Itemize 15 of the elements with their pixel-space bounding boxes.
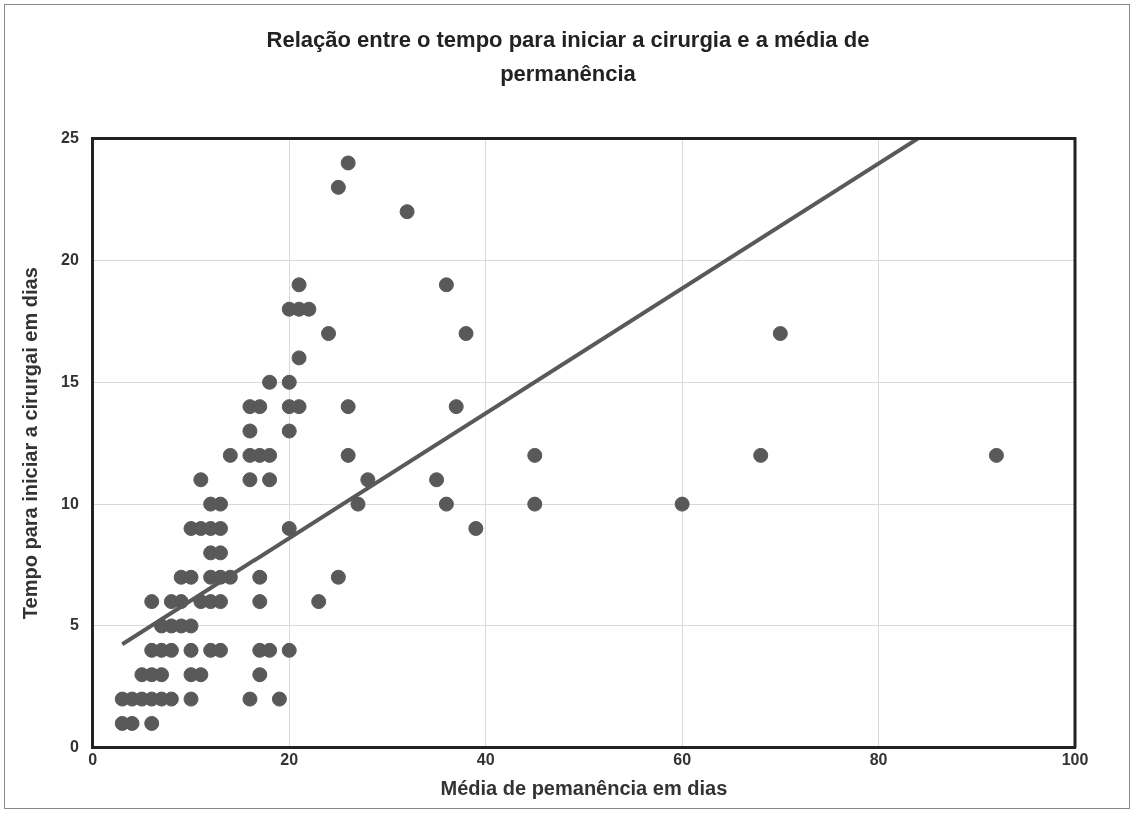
- x-tick-label: 100: [1061, 750, 1089, 768]
- y-tick-label: 5: [69, 616, 79, 634]
- y-tick-label: 25: [61, 129, 79, 147]
- y-tick-label: 10: [61, 494, 79, 512]
- chart-title: Relação entre o tempo para iniciar a cirurgia e a média de permanência: [265, 26, 871, 88]
- x-tick-label: 0: [88, 750, 98, 768]
- y-tick-label: 15: [61, 372, 79, 390]
- y-tick-label: 20: [61, 250, 79, 268]
- y-axis-title: Tempo para iniciar a cirurgai em dias: [18, 267, 41, 620]
- x-tick-label: 20: [280, 750, 299, 768]
- x-tick-label: 40: [476, 750, 495, 768]
- y-tick-label: 0: [69, 738, 79, 756]
- x-tick-label: 60: [673, 750, 692, 768]
- x-tick-label: 80: [869, 750, 888, 768]
- x-axis-title: Média de pemanência em dias: [440, 776, 728, 799]
